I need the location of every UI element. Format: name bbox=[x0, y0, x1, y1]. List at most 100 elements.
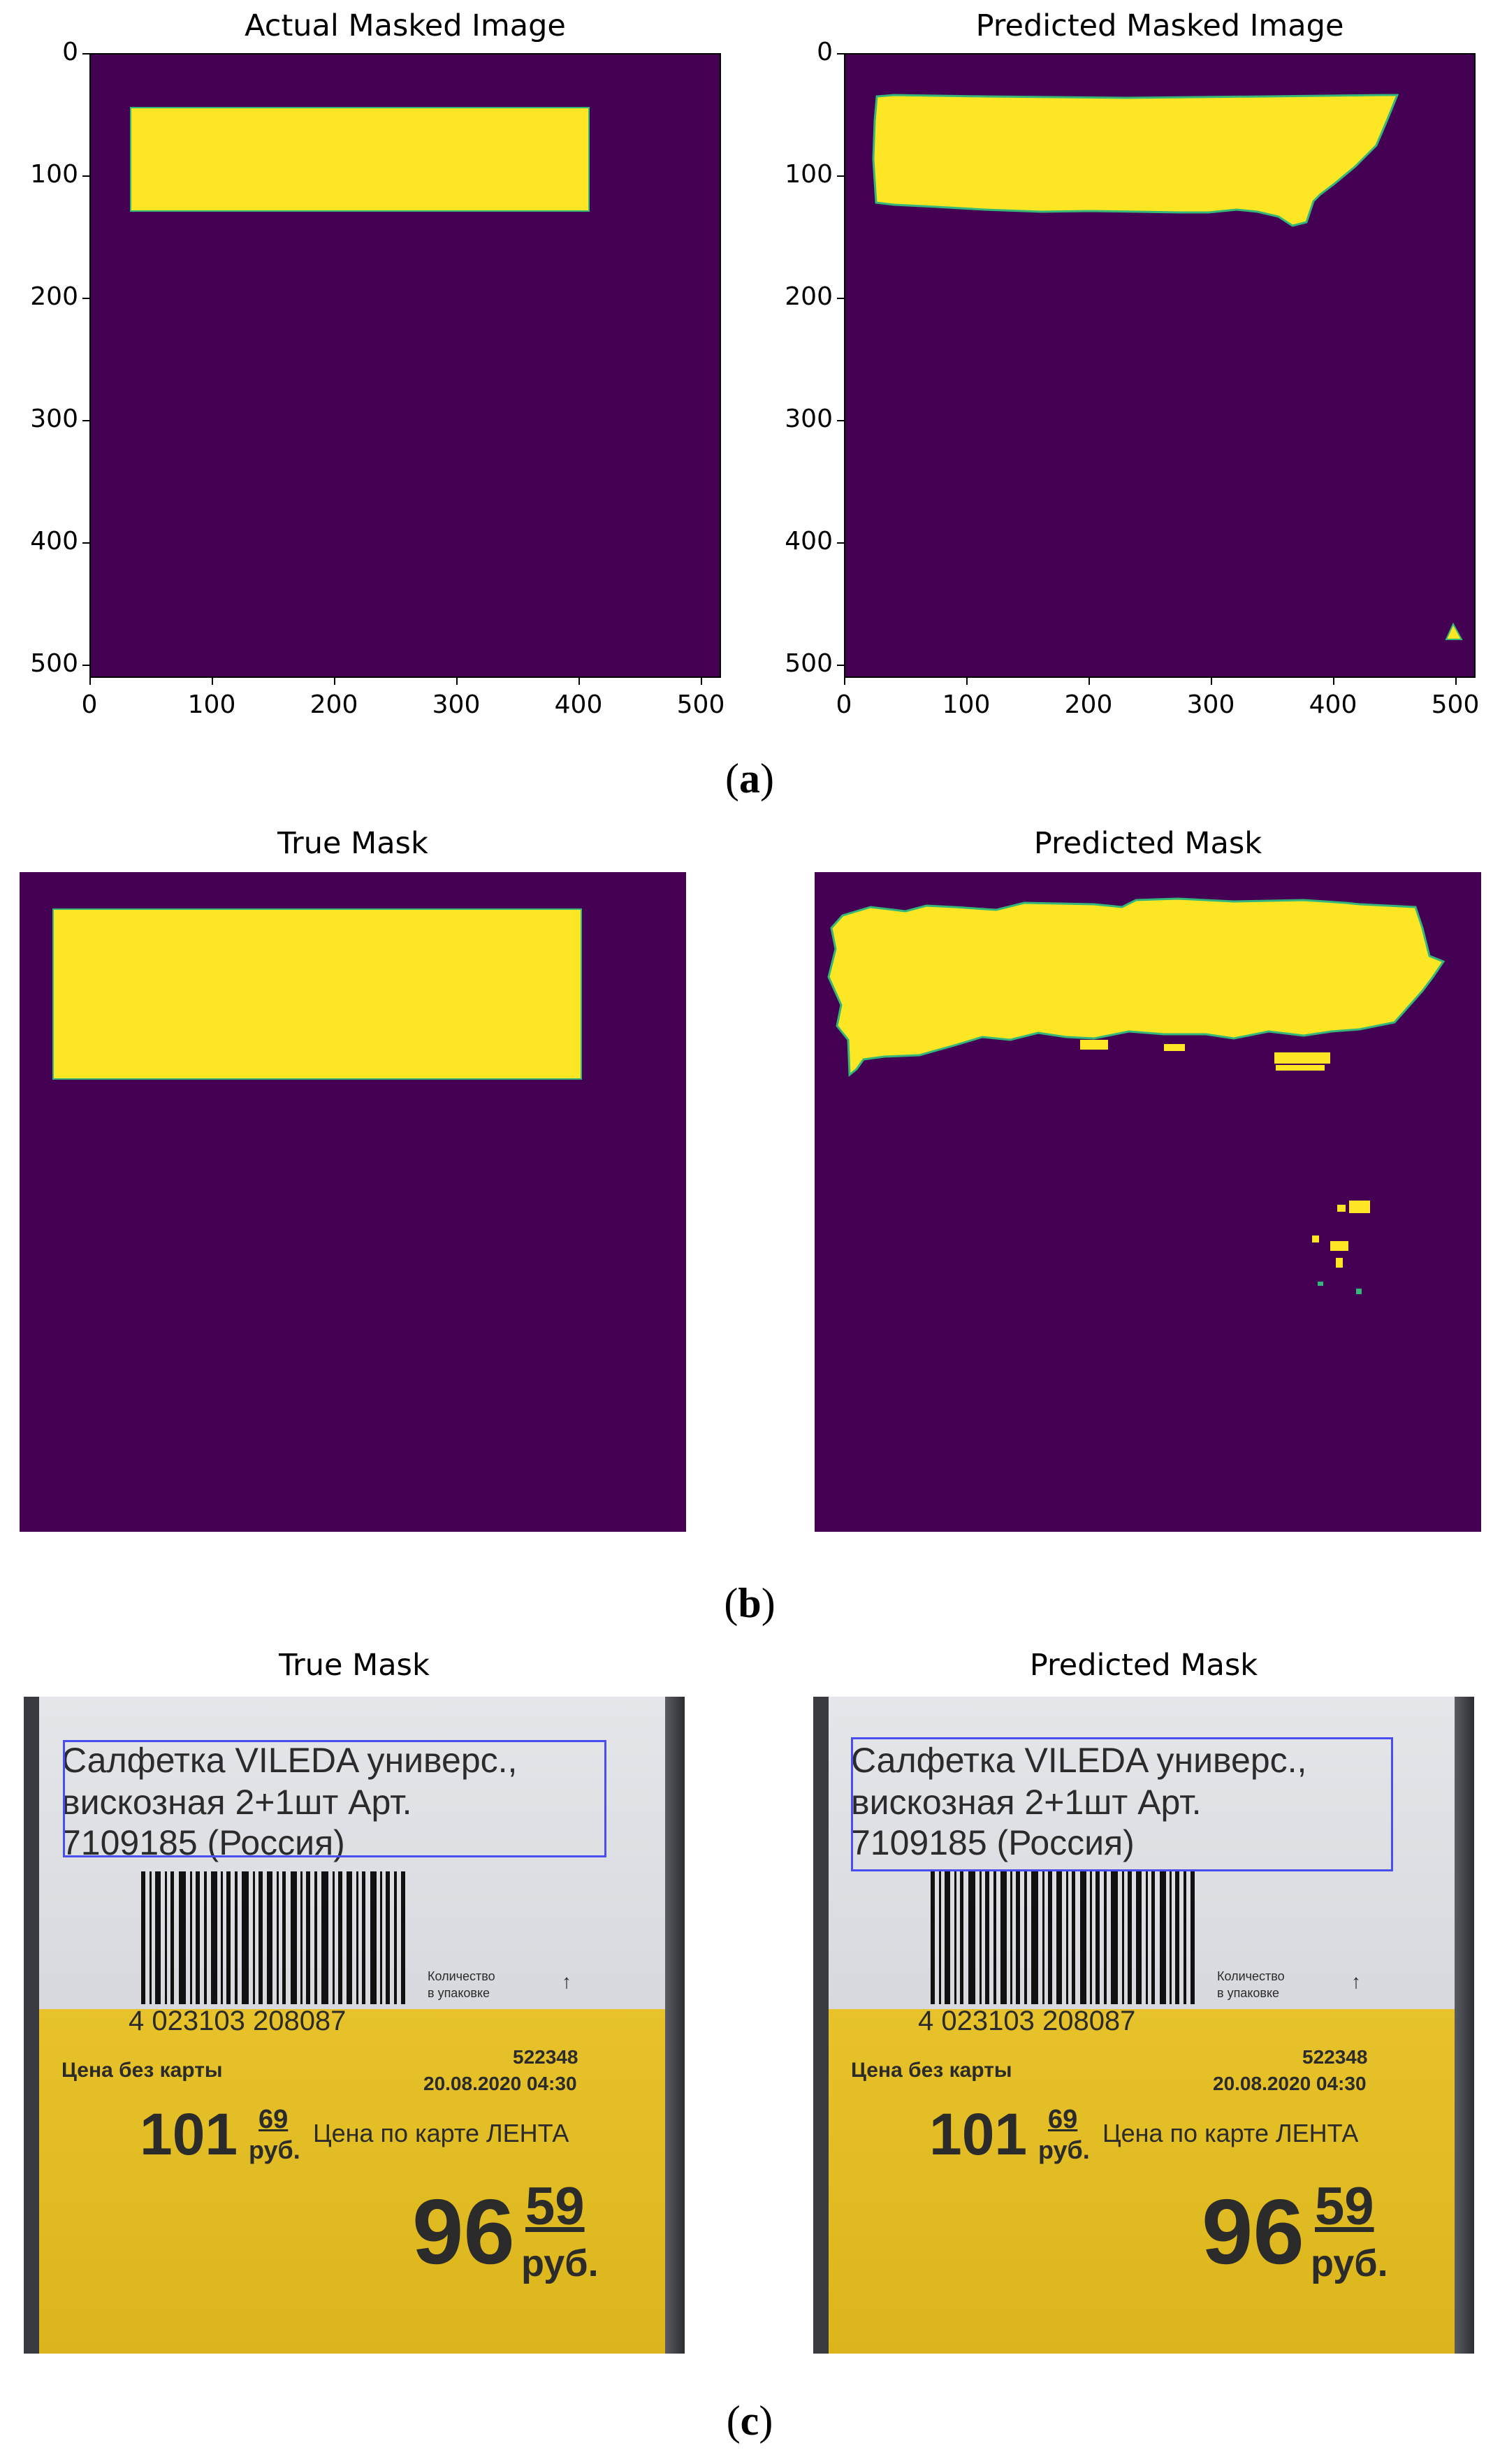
caption-close-paren: ) bbox=[761, 1580, 776, 1626]
price-with-card-currency: руб. bbox=[1311, 2242, 1388, 2284]
x-tick-mark bbox=[844, 678, 845, 685]
panel-c-left-title: True Mask bbox=[279, 1648, 430, 1683]
up-arrow-icon: ↑ bbox=[1351, 1971, 1361, 1992]
x-tick-mark bbox=[966, 678, 968, 685]
shelf-edge-left bbox=[24, 1697, 39, 2354]
price-with-card-kopecks: 59 bbox=[525, 2177, 585, 2236]
caption-letter: a bbox=[739, 755, 760, 802]
price-with-card-kopecks: 59 bbox=[1315, 2177, 1374, 2236]
product-name-line-3: 7109185 (Россия) bbox=[851, 1823, 1135, 1862]
price-with-card-rubles: 96 bbox=[412, 2180, 515, 2283]
price-with-card-currency: руб. bbox=[521, 2242, 599, 2284]
price-without-card-rubles: 101 bbox=[140, 2101, 238, 2167]
y-tick-mark bbox=[82, 542, 89, 544]
panel-c-right-title: Predicted Mask bbox=[1029, 1648, 1258, 1683]
y-tick-label: 0 bbox=[817, 38, 833, 66]
x-tick-label: 200 bbox=[1064, 690, 1113, 719]
up-arrow-icon: ↑ bbox=[562, 1971, 571, 1992]
price-without-card-kopecks: 69 bbox=[259, 2105, 289, 2134]
text-bounding-box bbox=[851, 1737, 1393, 1871]
y-tick-label: 300 bbox=[30, 405, 78, 433]
x-tick-label: 400 bbox=[1309, 690, 1357, 719]
quantity-label-line-1: Количество bbox=[1217, 1969, 1285, 1983]
product-name-line-1: Салфетка VILEDA универс., bbox=[851, 1741, 1307, 1780]
x-tick-label: 500 bbox=[1431, 690, 1480, 719]
print-datetime: 20.08.2020 04:30 bbox=[1213, 2073, 1367, 2094]
shelf-edge-right bbox=[1455, 1697, 1474, 2354]
y-tick-mark bbox=[82, 53, 89, 55]
x-tick-mark bbox=[89, 678, 91, 685]
quantity-label-line-1: Количество bbox=[428, 1969, 495, 1983]
x-tick-label: 100 bbox=[942, 690, 991, 719]
y-tick-label: 100 bbox=[30, 160, 78, 189]
panel-a-right-title: Predicted Masked Image bbox=[975, 8, 1344, 43]
panel-b-caption: (b) bbox=[645, 1579, 854, 1628]
x-tick-label: 0 bbox=[81, 690, 98, 719]
y-tick-mark bbox=[837, 420, 844, 421]
x-tick-label: 300 bbox=[1186, 690, 1235, 719]
y-tick-label: 400 bbox=[30, 527, 78, 556]
shelf-edge-right bbox=[665, 1697, 685, 2354]
x-tick-mark bbox=[701, 678, 702, 685]
barcode-digits: 4 023103 208087 bbox=[918, 2006, 1136, 2036]
panel-a-right-plot bbox=[844, 53, 1476, 678]
price-tag-photo-true: Салфетка VILEDA универс., вискозная 2+1ш… bbox=[24, 1697, 685, 2354]
x-tick-mark bbox=[456, 678, 458, 685]
label-yellow-area bbox=[24, 2008, 685, 2354]
x-tick-mark bbox=[1455, 678, 1457, 685]
y-tick-mark bbox=[82, 665, 89, 666]
label-white-area bbox=[813, 1697, 1474, 2009]
caption-letter: c bbox=[740, 2398, 759, 2444]
y-tick-mark bbox=[837, 665, 844, 666]
barcode-icon bbox=[141, 1871, 407, 2004]
y-tick-mark bbox=[837, 53, 844, 55]
product-code: 522348 bbox=[1302, 2046, 1368, 2068]
panel-a-left-title: Actual Masked Image bbox=[245, 8, 566, 43]
panel-c-caption: (c) bbox=[645, 2397, 854, 2445]
actual-mask-rectangle bbox=[130, 107, 590, 212]
y-tick-mark bbox=[837, 542, 844, 544]
label-yellow-area bbox=[813, 2008, 1474, 2354]
price-without-card-label: Цена без карты bbox=[851, 2059, 1012, 2082]
panel-b-right-title: Predicted Mask bbox=[1033, 826, 1262, 861]
x-tick-label: 200 bbox=[310, 690, 358, 719]
price-tag-photo-predicted: Салфетка VILEDA универс., вискозная 2+1ш… bbox=[813, 1697, 1474, 2354]
y-tick-label: 300 bbox=[785, 405, 833, 433]
y-tick-mark bbox=[82, 175, 89, 177]
predicted-mask-noisy-blob bbox=[827, 897, 1446, 1294]
x-tick-mark bbox=[1333, 678, 1334, 685]
x-tick-label: 100 bbox=[187, 690, 236, 719]
product-code: 522348 bbox=[513, 2046, 578, 2068]
y-tick-label: 400 bbox=[785, 527, 833, 556]
price-without-card-currency: руб. bbox=[1038, 2136, 1090, 2164]
product-name-line-2: вискозная 2+1шт Арт. bbox=[851, 1783, 1202, 1822]
y-tick-label: 500 bbox=[785, 649, 833, 678]
y-tick-label: 100 bbox=[785, 160, 833, 189]
price-with-card-rubles: 96 bbox=[1202, 2180, 1304, 2283]
x-tick-label: 0 bbox=[836, 690, 852, 719]
product-name-line-2: вискозная 2+1шт Арт. bbox=[61, 1783, 412, 1822]
y-tick-label: 200 bbox=[30, 282, 78, 311]
caption-open-paren: ( bbox=[725, 755, 739, 802]
panel-a-caption: (a) bbox=[645, 755, 854, 803]
x-tick-mark bbox=[1211, 678, 1212, 685]
x-tick-label: 400 bbox=[554, 690, 603, 719]
caption-letter: b bbox=[738, 1580, 762, 1626]
panel-b-left-plot bbox=[20, 872, 686, 1532]
print-datetime: 20.08.2020 04:30 bbox=[423, 2073, 577, 2094]
product-name-line-1: Салфетка VILEDA универс., bbox=[61, 1741, 518, 1780]
price-without-card-label: Цена без карты bbox=[61, 2059, 223, 2082]
x-tick-mark bbox=[334, 678, 335, 685]
y-tick-mark bbox=[837, 175, 844, 177]
quantity-label-line-2: в упаковке bbox=[1217, 1986, 1280, 2000]
caption-open-paren: ( bbox=[724, 1580, 738, 1626]
predicted-mask-blob bbox=[872, 94, 1463, 640]
price-without-card-kopecks: 69 bbox=[1048, 2105, 1078, 2134]
y-tick-mark bbox=[82, 298, 89, 299]
x-tick-label: 300 bbox=[432, 690, 481, 719]
price-without-card-rubles: 101 bbox=[929, 2101, 1028, 2167]
barcode-digits: 4 023103 208087 bbox=[129, 2006, 347, 2036]
y-tick-label: 0 bbox=[62, 38, 78, 66]
price-without-card-currency: руб. bbox=[249, 2136, 300, 2164]
panel-b-right-plot bbox=[815, 872, 1481, 1532]
